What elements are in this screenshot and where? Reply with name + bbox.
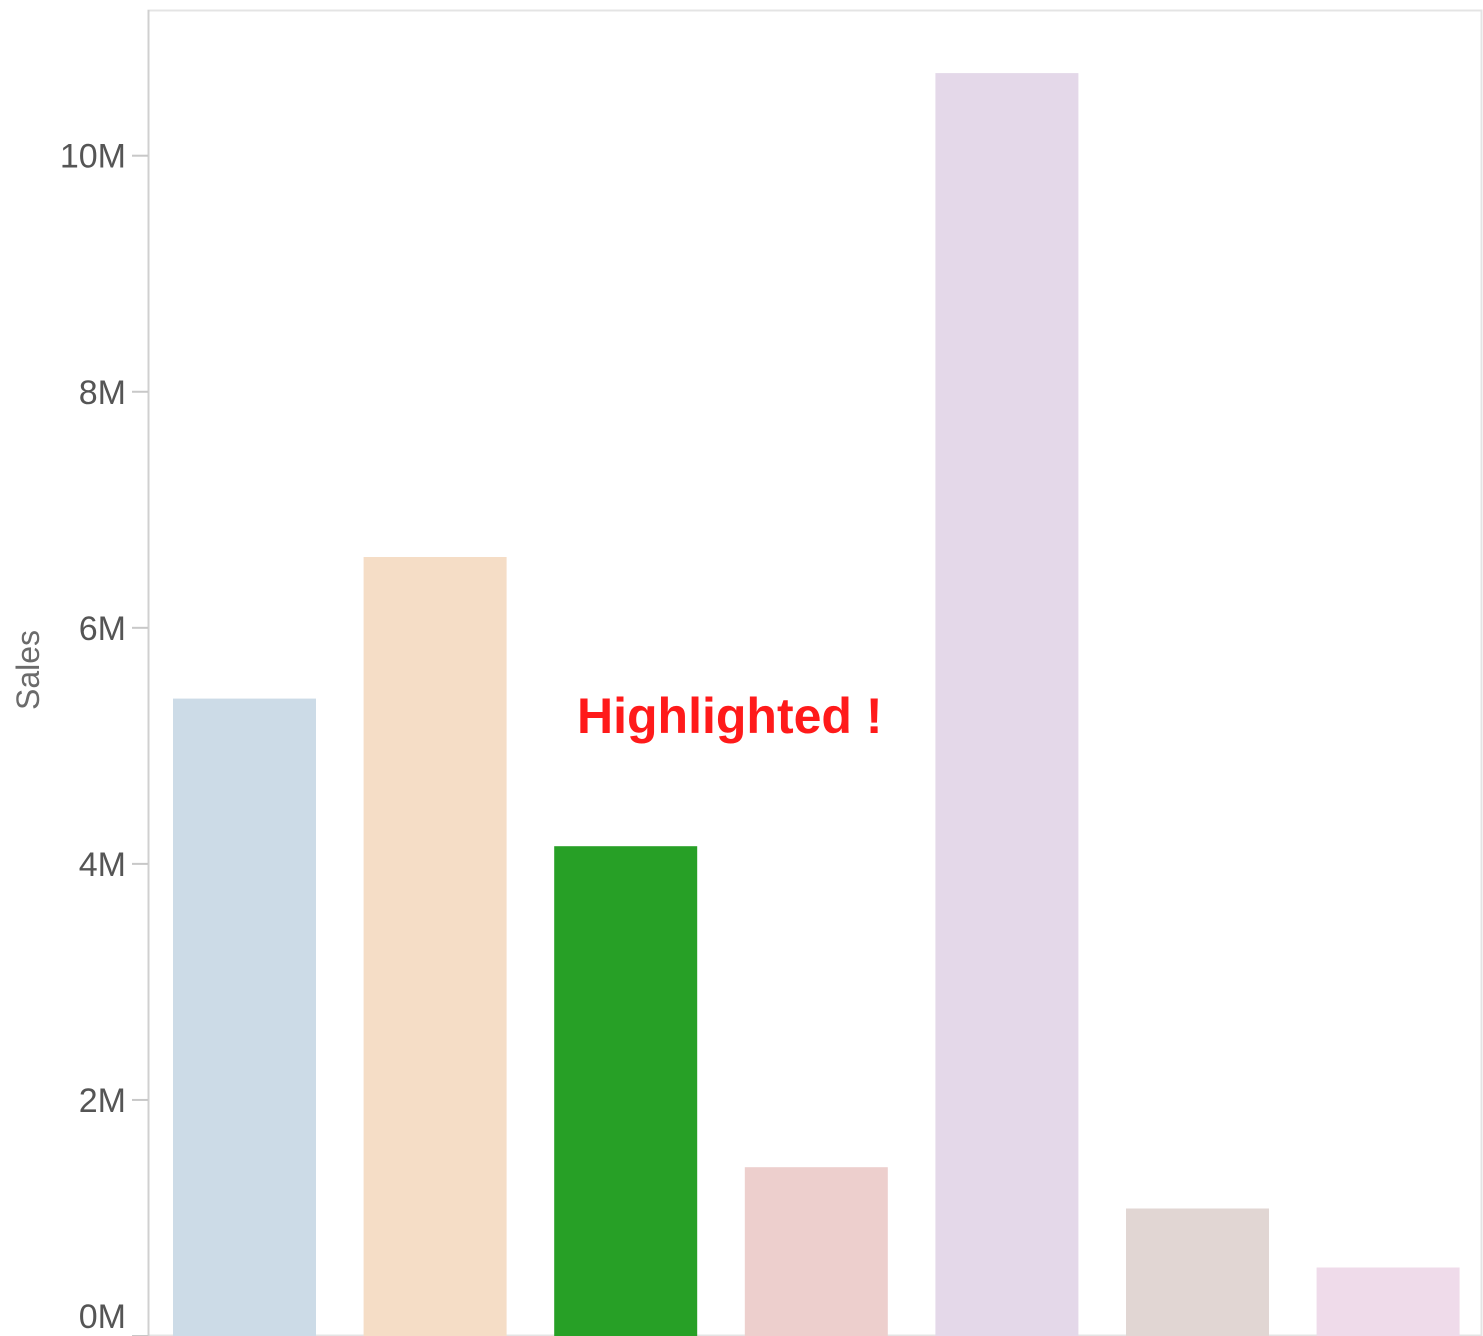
bar[interactable] — [1316, 1267, 1460, 1336]
y-tick-label: 6M — [79, 610, 126, 648]
bar[interactable] — [363, 557, 507, 1336]
bar[interactable] — [744, 1167, 888, 1336]
plot-frame — [147, 9, 1483, 1336]
y-tick-label: 8M — [79, 374, 126, 412]
bar-highlighted[interactable] — [554, 846, 698, 1336]
highlight-annotation: Highlighted ! — [577, 688, 883, 744]
y-tick-label: 0M — [79, 1298, 126, 1336]
y-tick-label: 10M — [60, 138, 126, 176]
y-axis-ticks: 0M 2M 4M 6M 8M 10M — [60, 138, 148, 1336]
bar[interactable] — [173, 698, 316, 1336]
y-axis-title: Sales — [10, 630, 46, 710]
bar[interactable] — [1126, 1208, 1269, 1336]
bar[interactable] — [935, 73, 1079, 1336]
bars — [173, 73, 1460, 1336]
y-tick-label: 4M — [79, 846, 126, 884]
y-tick-label: 2M — [79, 1082, 126, 1120]
